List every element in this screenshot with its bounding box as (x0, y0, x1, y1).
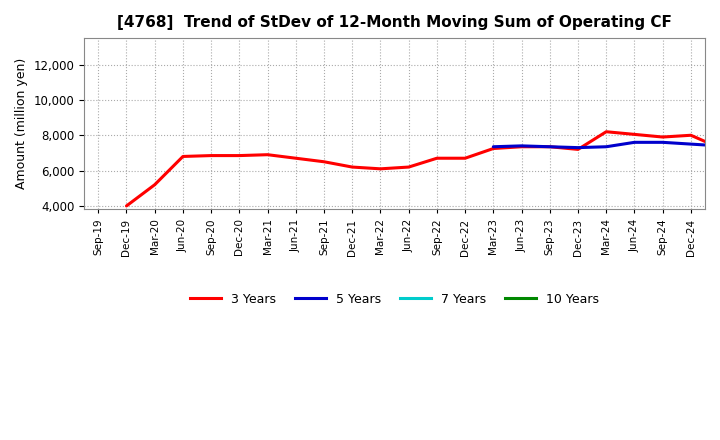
Legend: 3 Years, 5 Years, 7 Years, 10 Years: 3 Years, 5 Years, 7 Years, 10 Years (185, 288, 604, 311)
Y-axis label: Amount (million yen): Amount (million yen) (15, 58, 28, 189)
Title: [4768]  Trend of StDev of 12-Month Moving Sum of Operating CF: [4768] Trend of StDev of 12-Month Moving… (117, 15, 672, 30)
